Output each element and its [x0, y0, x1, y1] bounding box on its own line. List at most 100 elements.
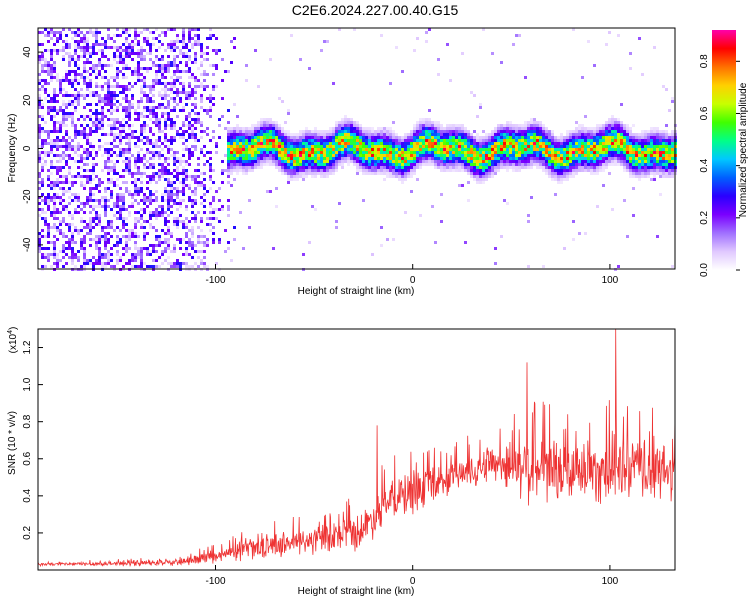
- heatmap-cell: [107, 220, 110, 223]
- heatmap-cell: [185, 253, 188, 256]
- heatmap-cell: [155, 76, 158, 79]
- heatmap-cell: [101, 88, 104, 91]
- heatmap-cell: [227, 133, 230, 136]
- heatmap-cell: [137, 43, 140, 46]
- heatmap-cell: [65, 103, 68, 106]
- heatmap-cell: [50, 109, 53, 112]
- heatmap-cell: [440, 136, 443, 139]
- heatmap-cell: [308, 136, 311, 139]
- heatmap-cell: [563, 172, 566, 175]
- heatmap-cell: [44, 49, 47, 52]
- heatmap-cell: [476, 166, 479, 169]
- heatmap-cell: [137, 61, 140, 64]
- heatmap-cell: [455, 154, 458, 157]
- heatmap-cell: [620, 127, 623, 130]
- heatmap-cell: [128, 127, 131, 130]
- heatmap-cell: [458, 148, 461, 151]
- heatmap-cell: [260, 157, 263, 160]
- heatmap-cell: [611, 148, 614, 151]
- heatmap-cell: [143, 220, 146, 223]
- heatmap-cell: [104, 202, 107, 205]
- heatmap-cell: [311, 154, 314, 157]
- heatmap-cell: [545, 160, 548, 163]
- heatmap-cell: [326, 169, 329, 172]
- heatmap-cell: [317, 130, 320, 133]
- heatmap-cell: [149, 130, 152, 133]
- heatmap-cell: [230, 172, 233, 175]
- heatmap-cell: [293, 160, 296, 163]
- heatmap-cell: [128, 262, 131, 265]
- heatmap-cell: [602, 124, 605, 127]
- heatmap-cell: [428, 157, 431, 160]
- heatmap-cell: [635, 163, 638, 166]
- heatmap-cell: [170, 154, 173, 157]
- heatmap-cell: [455, 142, 458, 145]
- heatmap-cell: [254, 142, 257, 145]
- heatmap-cell: [257, 124, 260, 127]
- heatmap-cell: [113, 85, 116, 88]
- heatmap-cell: [632, 124, 635, 127]
- heatmap-cell: [125, 64, 128, 67]
- heatmap-cell: [149, 58, 152, 61]
- heatmap-cell: [95, 40, 98, 43]
- heatmap-cell: [122, 223, 125, 226]
- heatmap-cell: [452, 148, 455, 151]
- heatmap-cell: [77, 211, 80, 214]
- heatmap-cell: [512, 160, 515, 163]
- heatmap-cell: [83, 175, 86, 178]
- heatmap-cell: [116, 118, 119, 121]
- heatmap-cell: [458, 130, 461, 133]
- heatmap-cell: [65, 253, 68, 256]
- heatmap-cell: [47, 205, 50, 208]
- heatmap-cell: [59, 79, 62, 82]
- heatmap-cell: [197, 211, 200, 214]
- heatmap-cell: [524, 133, 527, 136]
- heatmap-cell: [383, 163, 386, 166]
- heatmap-cell: [128, 166, 131, 169]
- heatmap-cell: [206, 217, 209, 220]
- heatmap-cell: [89, 82, 92, 85]
- heatmap-cell: [194, 121, 197, 124]
- heatmap-cell: [83, 136, 86, 139]
- heatmap-cell: [137, 190, 140, 193]
- heatmap-cell: [305, 166, 308, 169]
- heatmap-cell: [95, 247, 98, 250]
- heatmap-cell: [122, 196, 125, 199]
- heatmap-cell: [344, 142, 347, 145]
- heatmap-cell: [161, 76, 164, 79]
- heatmap-cell: [404, 157, 407, 160]
- heatmap-cell: [338, 28, 341, 31]
- heatmap-cell: [194, 193, 197, 196]
- heatmap-cell: [326, 166, 329, 169]
- heatmap-cell: [170, 250, 173, 253]
- heatmap-cell: [284, 172, 287, 175]
- heatmap-cell: [92, 205, 95, 208]
- heatmap-cell: [302, 154, 305, 157]
- heatmap-cell: [191, 145, 194, 148]
- heatmap-cell: [437, 139, 440, 142]
- heatmap-cell: [440, 133, 443, 136]
- heatmap-cell: [113, 79, 116, 82]
- heatmap-cell: [173, 223, 176, 226]
- heatmap-cell: [452, 136, 455, 139]
- heatmap-cell: [596, 130, 599, 133]
- heatmap-cell: [41, 79, 44, 82]
- heatmap-cell: [137, 154, 140, 157]
- heatmap-cell: [245, 79, 248, 82]
- heatmap-cell: [380, 172, 383, 175]
- heatmap-cell: [425, 133, 428, 136]
- heatmap-cell: [335, 166, 338, 169]
- heatmap-cell: [59, 232, 62, 235]
- heatmap-cell: [278, 130, 281, 133]
- heatmap-cell: [494, 247, 497, 250]
- heatmap-cell: [74, 124, 77, 127]
- heatmap-cell: [554, 178, 557, 181]
- heatmap-cell: [500, 136, 503, 139]
- heatmap-cell: [545, 148, 548, 151]
- heatmap-cell: [638, 178, 641, 181]
- heatmap-cell: [56, 178, 59, 181]
- heatmap-cell: [602, 184, 605, 187]
- heatmap-cell: [668, 133, 671, 136]
- heatmap-cell: [410, 160, 413, 163]
- heatmap-cell: [149, 46, 152, 49]
